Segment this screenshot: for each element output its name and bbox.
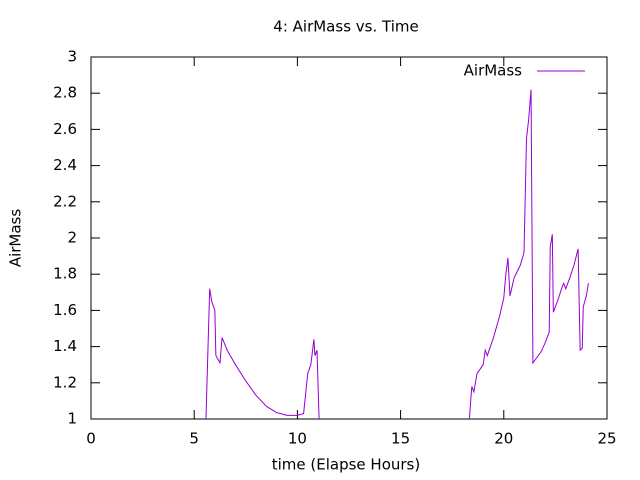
- x-tick-label: 0: [86, 430, 96, 448]
- y-tick-label: 2: [67, 229, 77, 247]
- y-tick-label: 1.2: [53, 373, 77, 391]
- y-tick-label: 3: [67, 48, 77, 66]
- chart-title: 4: AirMass vs. Time: [273, 18, 418, 36]
- x-tick-label: 5: [189, 430, 199, 448]
- y-axis-label: AirMass: [7, 209, 25, 268]
- x-tick-label: 20: [494, 430, 513, 448]
- x-axis-label: time (Elapse Hours): [272, 456, 420, 474]
- y-tick-label: 2.4: [53, 156, 77, 174]
- y-tick-label: 1.6: [53, 301, 77, 319]
- y-tick-label: 1.4: [53, 337, 77, 355]
- y-tick-label: 2.6: [53, 120, 77, 138]
- legend-label: AirMass: [464, 62, 523, 80]
- y-tick-label: 1.8: [53, 265, 77, 283]
- x-tick-label: 25: [597, 430, 616, 448]
- x-tick-label: 15: [391, 430, 410, 448]
- x-tick-label: 10: [288, 430, 307, 448]
- y-tick-label: 1: [67, 410, 77, 428]
- series-line: [205, 89, 589, 419]
- y-tick-label: 2.8: [53, 84, 77, 102]
- y-tick-label: 2.2: [53, 192, 77, 210]
